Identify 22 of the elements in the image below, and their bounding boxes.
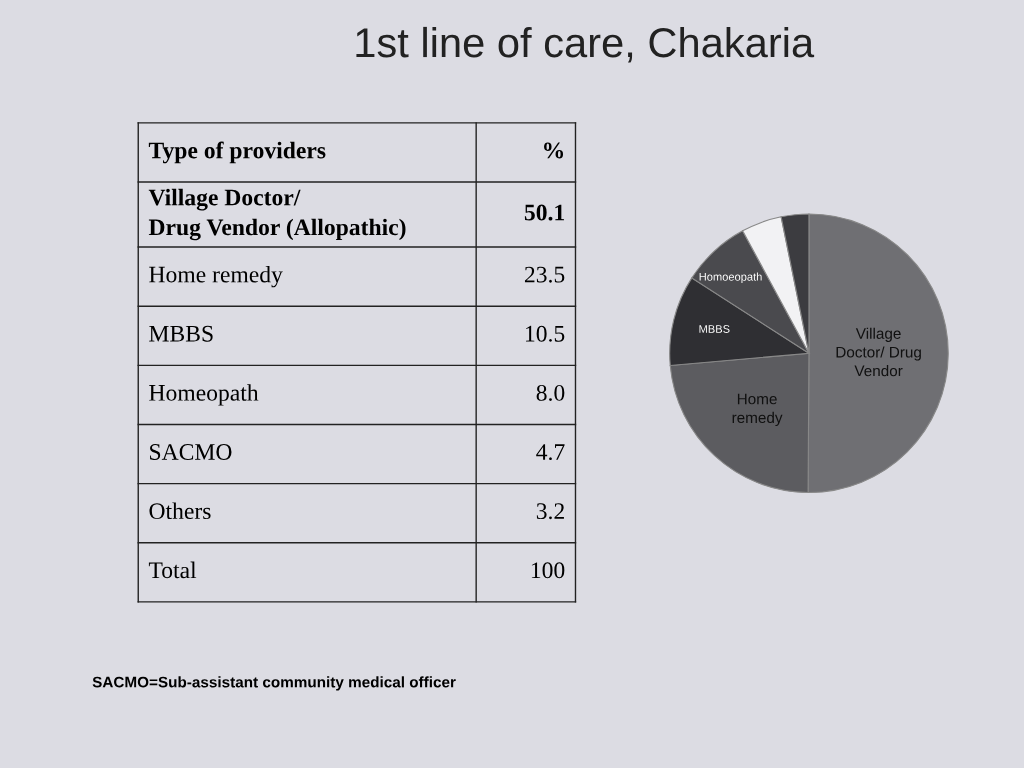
text: 8.0 xyxy=(536,384,565,401)
text: 3.2 xyxy=(536,503,564,520)
slice-label: Home remedy xyxy=(732,393,783,427)
text: MBBS xyxy=(149,325,213,342)
slice-label: Homoeopath xyxy=(699,272,762,283)
text: Type of providers xyxy=(148,141,326,164)
text: Village Doctor/ Drug Vendor (Allopathic) xyxy=(148,188,406,241)
text: Home remedy xyxy=(149,265,283,288)
text: 10.5 xyxy=(526,325,565,342)
chart-title: 1st line of care, Chakaria xyxy=(356,26,815,63)
text: SACMO=Sub-assistant community medical officer xyxy=(92,676,456,691)
text: Others xyxy=(149,502,211,520)
text: 23.5 xyxy=(524,266,565,283)
text: Total xyxy=(148,561,197,579)
text: % xyxy=(544,142,564,159)
text: SACMO xyxy=(150,444,232,460)
text: 4.7 xyxy=(536,444,565,461)
text: 100 xyxy=(531,562,565,579)
slice-label: MBBS xyxy=(699,325,730,333)
text: Homeopath xyxy=(149,384,259,406)
slice-label: Village Doctor/ Drug Vendor xyxy=(836,327,921,377)
text: 50.1 xyxy=(524,204,565,221)
